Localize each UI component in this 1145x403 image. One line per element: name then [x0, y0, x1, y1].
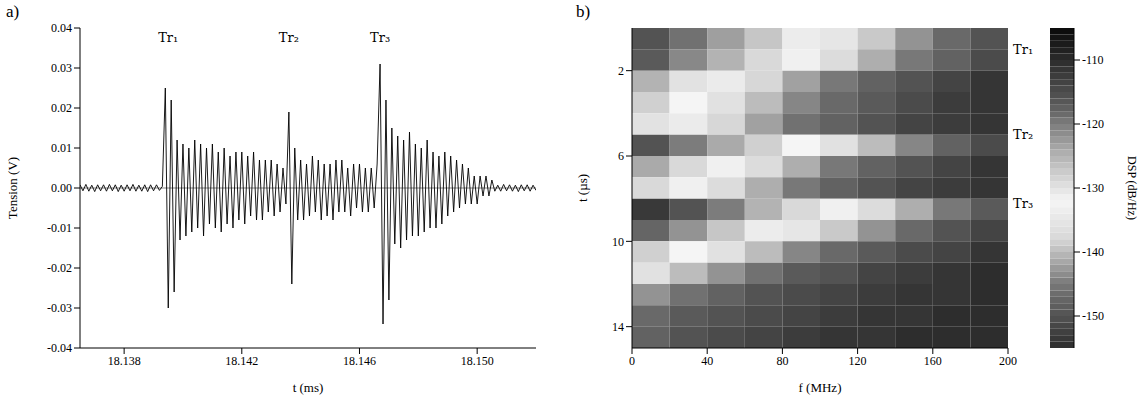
html-text:a): a) [6, 2, 20, 21]
svg-text:-120: -120 [1082, 117, 1104, 131]
svg-text:Tr₃: Tr₃ [370, 30, 390, 45]
svg-text:-0.03: -0.03 [47, 301, 72, 315]
svg-text:18.146: 18.146 [343, 354, 376, 368]
svg-text:10: 10 [612, 235, 624, 249]
svg-text:18.142: 18.142 [225, 354, 258, 368]
svg-text:-0.04: -0.04 [47, 341, 72, 355]
svg-text:6: 6 [618, 149, 624, 163]
svg-text:120: 120 [849, 354, 867, 368]
svg-text:Tr₃: Tr₃ [1013, 196, 1033, 211]
svg-text:-130: -130 [1082, 181, 1104, 195]
svg-text:200: 200 [999, 354, 1017, 368]
svg-text:2: 2 [618, 64, 624, 78]
svg-text:t (µs): t (µs) [575, 174, 590, 202]
svg-text:-0.02: -0.02 [47, 261, 72, 275]
svg-text:18.150: 18.150 [461, 354, 494, 368]
svg-text:0.03: 0.03 [51, 61, 72, 75]
svg-text:Tr₂: Tr₂ [279, 30, 299, 45]
svg-text:-140: -140 [1082, 245, 1104, 259]
svg-text:0.01: 0.01 [51, 141, 72, 155]
svg-text:-0.01: -0.01 [47, 221, 72, 235]
svg-text:40: 40 [701, 354, 713, 368]
svg-text:-150: -150 [1082, 309, 1104, 323]
svg-text:Tr₁: Tr₁ [158, 30, 178, 45]
svg-text:80: 80 [776, 354, 788, 368]
svg-text:DSP (dB/Hz): DSP (dB/Hz) [1125, 156, 1138, 220]
svg-text:Tr₁: Tr₁ [1013, 42, 1033, 57]
svg-text:-110: -110 [1082, 53, 1104, 67]
svg-text:Tr₂: Tr₂ [1013, 127, 1033, 142]
svg-text:t (ms): t (ms) [293, 380, 324, 395]
svg-text:Tension (V): Tension (V) [5, 157, 20, 219]
svg-text:0.02: 0.02 [51, 101, 72, 115]
svg-text:160: 160 [924, 354, 942, 368]
svg-text:14: 14 [612, 320, 624, 334]
svg-text:0.04: 0.04 [51, 21, 72, 35]
svg-text:f (MHz): f (MHz) [799, 380, 842, 395]
svg-text:0.00: 0.00 [51, 181, 72, 195]
html-text:b): b) [576, 2, 591, 21]
svg-text:18.138: 18.138 [108, 354, 141, 368]
svg-text:0: 0 [629, 354, 635, 368]
